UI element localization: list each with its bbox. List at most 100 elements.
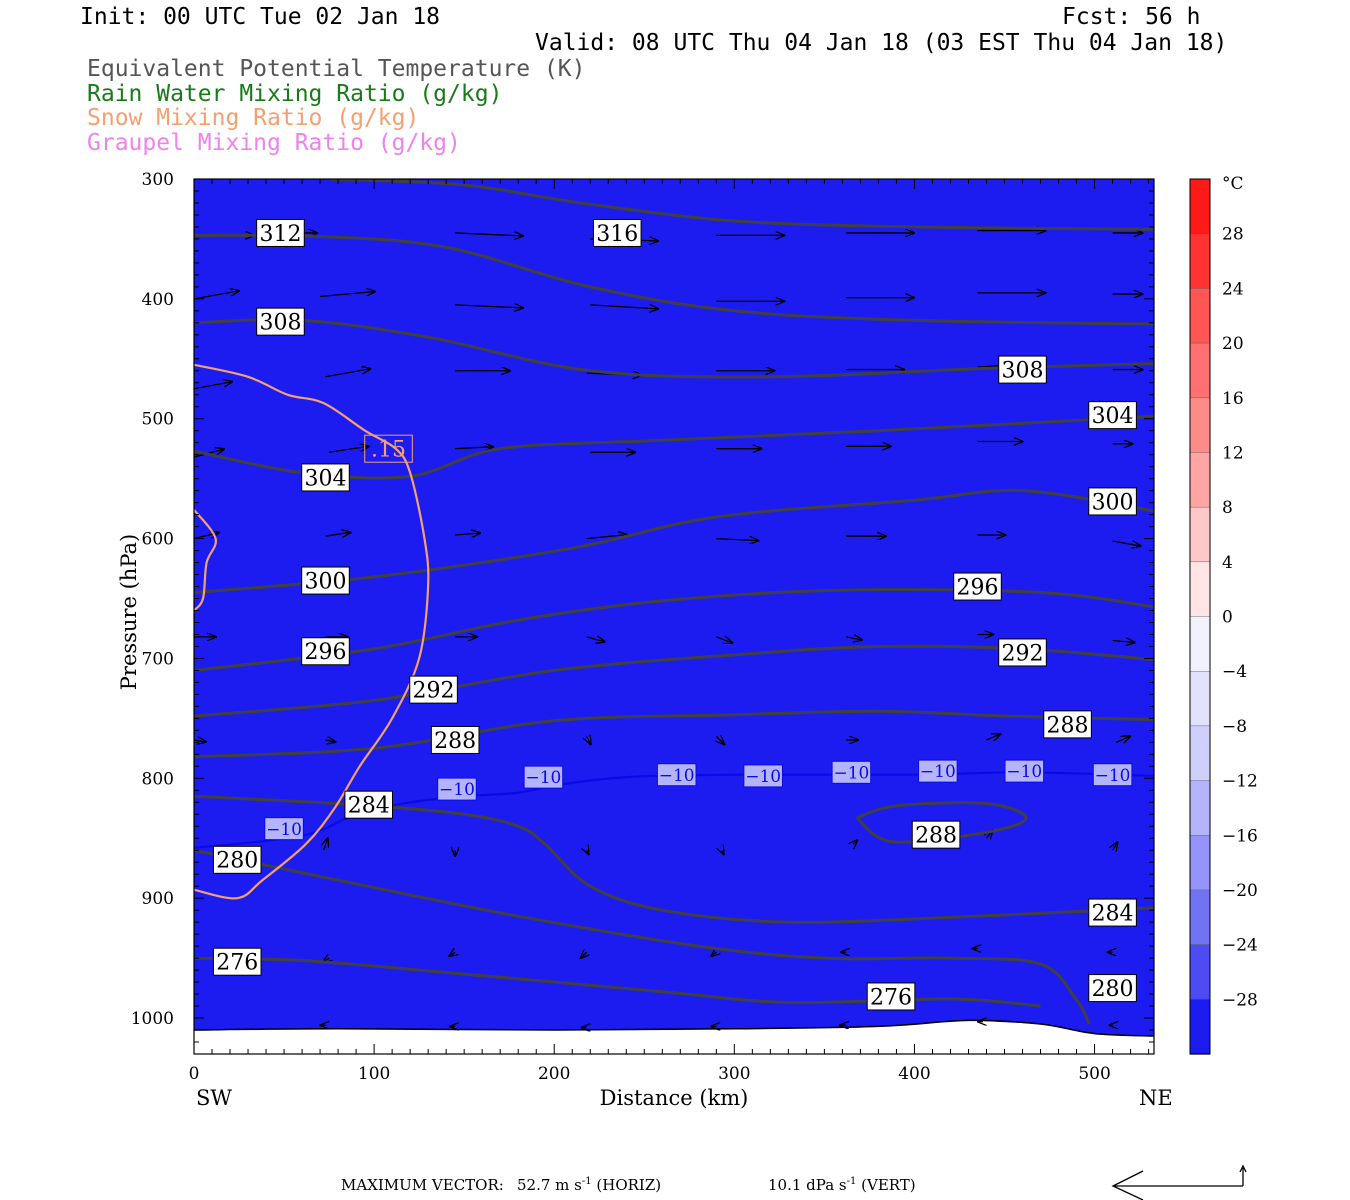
- colorbar-tick-label: −20: [1222, 881, 1258, 901]
- y-tick-label: 400: [142, 290, 174, 310]
- colorbar-swatch: [1189, 561, 1211, 618]
- wind-vector: [320, 291, 375, 298]
- x-tick-label: 200: [538, 1064, 570, 1084]
- horiz-value: 52.7 m s: [517, 1176, 582, 1194]
- theta-e-contour-308: [194, 318, 1154, 379]
- colorbar-swatch: [1189, 835, 1211, 891]
- x-axis-label: Distance (km): [600, 1086, 749, 1110]
- theta-e-label-304-text: 304: [304, 466, 346, 491]
- wind-vector: [587, 736, 591, 744]
- wind-vector: [324, 838, 328, 851]
- colorbar-tick-label: 4: [1222, 553, 1233, 573]
- theta-e-contour-316: [329, 179, 1154, 231]
- wind-vector: [711, 952, 716, 956]
- wind-vector: [586, 535, 627, 539]
- colorbar-swatch: [1189, 506, 1211, 563]
- vert-exponent: -1: [846, 1176, 857, 1187]
- temperature-label-box: [1092, 763, 1133, 787]
- temperature-label-text: −10: [1006, 762, 1042, 782]
- wind-vector: [455, 447, 493, 449]
- wind-vector: [716, 637, 732, 643]
- wind-vector: [455, 533, 480, 535]
- theta-e-label-276-text: 276: [870, 985, 912, 1010]
- wind-vector: [194, 533, 219, 540]
- x-left-end-label: SW: [196, 1086, 232, 1110]
- colorbar-swatch: [1189, 452, 1211, 508]
- theta-e-label-284-box: [344, 790, 394, 819]
- theta-e-label-292-text: 292: [1002, 641, 1044, 666]
- theta-e-label-308-box: [256, 307, 305, 336]
- theta-e-label-300: 300: [1088, 487, 1137, 516]
- x-tick-label: 300: [718, 1064, 750, 1084]
- temperature-label-box: [918, 759, 958, 783]
- theta-e-label-296-box: [301, 637, 350, 666]
- wind-vector: [325, 532, 350, 536]
- theta-e-label-288: 288: [1043, 710, 1092, 739]
- theta-e-label-292-box: [998, 638, 1047, 667]
- theta-e-label-296: 296: [301, 637, 350, 666]
- theta-e-label-304-text: 304: [1092, 404, 1134, 429]
- x-tick-label: 500: [1078, 1064, 1110, 1084]
- theta-e-label-288-text: 288: [915, 824, 957, 849]
- theta-e-contour-296: [194, 587, 1154, 672]
- theta-e-label-304-box: [1088, 401, 1137, 430]
- plot-frame: [193, 178, 1155, 1055]
- theta-e-label-292: 292: [998, 638, 1047, 667]
- theta-e-label-308: 308: [998, 355, 1047, 384]
- temperature-label-box: [743, 764, 783, 788]
- max-vector-arrow-icon: [1111, 1164, 1247, 1200]
- temperature-label-text: −10: [525, 768, 561, 788]
- theta-e-label-304: 304: [301, 463, 350, 492]
- theta-e-label-292-text: 292: [413, 679, 455, 704]
- snow-contour-label-text: .15: [371, 438, 406, 463]
- theta-e-label-288-box: [430, 725, 480, 754]
- max-vector-vert: 10.1 dPa s-1 (VERT): [768, 1176, 916, 1194]
- colorbar-tick-label: 20: [1222, 334, 1244, 354]
- colorbar-tick-label: 24: [1222, 279, 1244, 299]
- x-tick-label: 400: [898, 1064, 930, 1084]
- temperature-label: −10: [264, 817, 304, 841]
- vert-unit: (VERT): [861, 1176, 916, 1194]
- theta-e-contour-312: [194, 233, 1154, 326]
- theta-e-label-308: 308: [256, 307, 305, 336]
- colorbar-swatch: [1189, 616, 1211, 672]
- theta-e-label-284: 284: [344, 790, 394, 819]
- theta-e-label-308-text: 308: [1002, 359, 1044, 384]
- field-label-theta-e: Equivalent Potential Temperature (K): [87, 56, 586, 82]
- temperature-band-7: [194, 381, 1154, 1054]
- colorbar-tick-label: −12: [1222, 772, 1258, 792]
- colorbar-swatch: [1189, 999, 1211, 1055]
- theta-e-label-300-box: [1088, 487, 1137, 516]
- theta-e-label-284-text: 284: [1092, 901, 1134, 926]
- colorbar-tick-label: 0: [1222, 608, 1233, 628]
- temperature-label: −10: [831, 760, 872, 784]
- theta-e-contour-300: [194, 488, 1154, 594]
- theta-e-label-308-text: 308: [259, 311, 301, 336]
- theta-e-label-292: 292: [409, 675, 458, 704]
- field-label-snow: Snow Mixing Ratio (g/kg): [87, 105, 420, 131]
- theta-e-contour-280: [194, 848, 1091, 1025]
- wind-vector: [455, 305, 523, 308]
- colorbar-swatch: [1189, 178, 1211, 235]
- theta-e-label-296: 296: [953, 572, 1002, 601]
- temperature-label-text: −10: [266, 820, 302, 840]
- theta-e-label-280: 280: [1088, 974, 1137, 1003]
- wind-vector: [845, 637, 862, 640]
- colorbar-tick-label: −4: [1222, 662, 1247, 682]
- wind-vector: [853, 840, 857, 844]
- wind-vector: [325, 369, 370, 378]
- theta-e-label-312-text: 312: [259, 222, 301, 247]
- temperature-label-box: [264, 817, 304, 841]
- colorbar-unit: °C: [1222, 174, 1244, 194]
- y-tick-label: 500: [142, 410, 174, 430]
- theta-e-label-296-text: 296: [956, 575, 998, 600]
- colorbar-swatch: [1189, 889, 1211, 946]
- theta-e-label-284: 284: [1088, 898, 1137, 927]
- theta-e-label-280-box: [1088, 974, 1137, 1003]
- wind-vector: [722, 850, 724, 854]
- max-vector-horiz: 52.7 m s-1 (HORIZ): [517, 1176, 661, 1194]
- y-tick-label: 1000: [131, 1009, 174, 1029]
- wind-vector: [590, 304, 658, 309]
- colorbar-tick-label: 12: [1222, 443, 1244, 463]
- theta-e-label-276: 276: [866, 982, 916, 1011]
